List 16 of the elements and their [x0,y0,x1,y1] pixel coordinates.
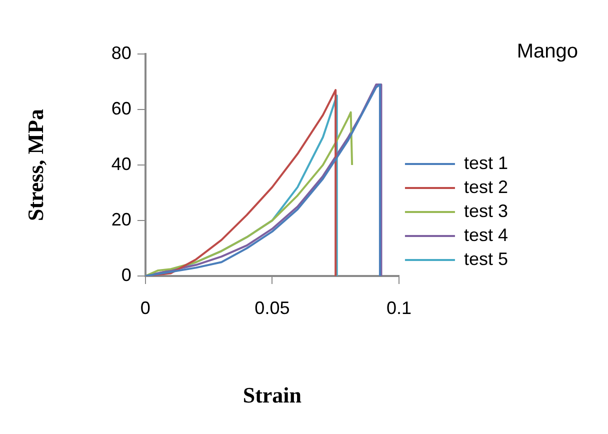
legend-label: test 2 [464,176,508,197]
y-tick-label: 20 [111,209,132,230]
y-tick-label: 0 [121,264,132,285]
legend-label: test 4 [464,224,508,245]
x-tick-label: 0.05 [254,298,290,318]
x-tick-label: 0 [140,298,150,318]
legend-label: test 5 [464,248,508,269]
x-axis-title: Strain [242,382,302,408]
y-tick-label: 80 [111,42,132,63]
legend-label: test 3 [464,200,508,221]
y-tick-label: 40 [111,154,132,174]
y-axis-title: Stress, MPa [22,108,48,222]
text: Mango [516,40,578,63]
y-tick-label: 60 [111,98,132,118]
legend-label: test 1 [464,152,508,173]
x-tick-label: 0.1 [386,298,412,318]
